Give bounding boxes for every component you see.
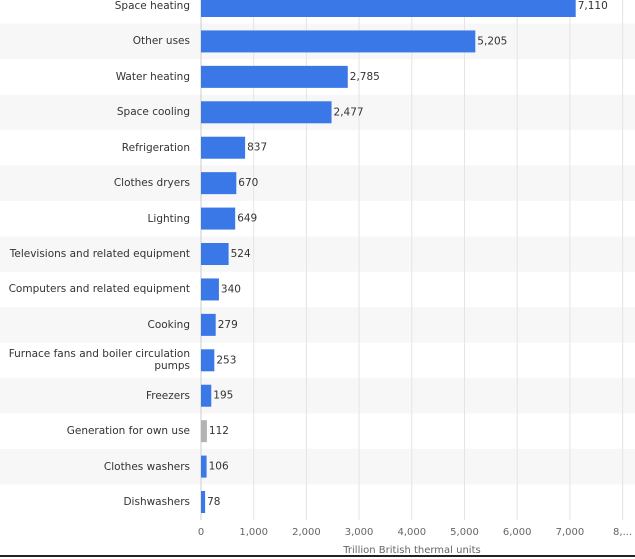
bar — [201, 207, 236, 230]
category-label: Water heating — [115, 70, 190, 83]
category-label: Generation for own use — [66, 425, 190, 438]
bar — [201, 313, 216, 336]
value-label: 7,110 — [578, 0, 608, 12]
x-tick-label: 5,000 — [450, 527, 479, 538]
category-label: Other uses — [132, 35, 190, 48]
bar — [201, 243, 229, 266]
bar — [201, 101, 332, 124]
value-label: 112 — [209, 425, 229, 437]
value-label: 2,477 — [334, 106, 364, 118]
bar — [201, 65, 348, 88]
category-label: Clothes dryers — [113, 177, 190, 190]
row-stripe — [0, 307, 635, 343]
x-tick-label: 6,000 — [503, 527, 532, 538]
value-label: 2,785 — [350, 71, 380, 83]
row-stripe — [0, 236, 635, 272]
category-label: Dishwashers — [123, 496, 190, 509]
bar — [201, 0, 576, 17]
row-stripe — [0, 448, 635, 485]
value-label: 524 — [231, 248, 251, 260]
category-label: Clothes washers — [103, 460, 190, 473]
x-tick-label: 8,... — [613, 527, 632, 538]
bar — [201, 420, 207, 443]
value-label: 649 — [237, 213, 257, 225]
bar — [201, 278, 219, 301]
bar — [201, 172, 237, 195]
category-label: Cooking — [147, 318, 191, 331]
value-label: 106 — [209, 461, 229, 473]
row-stripe — [0, 378, 635, 414]
x-tick-label: 3,000 — [345, 527, 374, 538]
row-stripe — [0, 165, 635, 201]
bar — [201, 349, 215, 372]
category-label: Lighting — [147, 212, 190, 225]
category-label: Space heating — [114, 0, 190, 12]
category-label: Computers and related equipment — [8, 283, 190, 296]
category-label: Furnace fans and boiler circulation pump… — [8, 348, 190, 373]
x-tick-label: 4,000 — [397, 527, 426, 538]
bar — [201, 455, 207, 478]
value-label: 253 — [216, 354, 236, 366]
value-label: 78 — [207, 496, 220, 508]
x-axis-label: Trillion British thermal units — [342, 545, 480, 556]
x-tick-label: 2,000 — [292, 527, 321, 538]
bar — [201, 30, 476, 53]
value-label: 340 — [221, 283, 241, 295]
value-label: 837 — [247, 142, 267, 154]
value-label: 279 — [218, 319, 238, 331]
category-label: Freezers — [145, 389, 190, 402]
x-tick-label: 7,000 — [556, 527, 585, 538]
value-label: 670 — [238, 177, 258, 189]
x-tick-label: 1,000 — [239, 527, 268, 538]
bar — [201, 384, 212, 407]
category-label: Refrigeration — [121, 141, 190, 154]
bar — [201, 491, 206, 514]
category-label: Televisions and related equipment — [9, 248, 190, 260]
value-label: 5,205 — [477, 35, 507, 47]
category-label: Space cooling — [116, 106, 190, 119]
x-tick-label: 0 — [198, 527, 204, 538]
value-label: 195 — [213, 390, 233, 402]
bar — [201, 136, 246, 159]
